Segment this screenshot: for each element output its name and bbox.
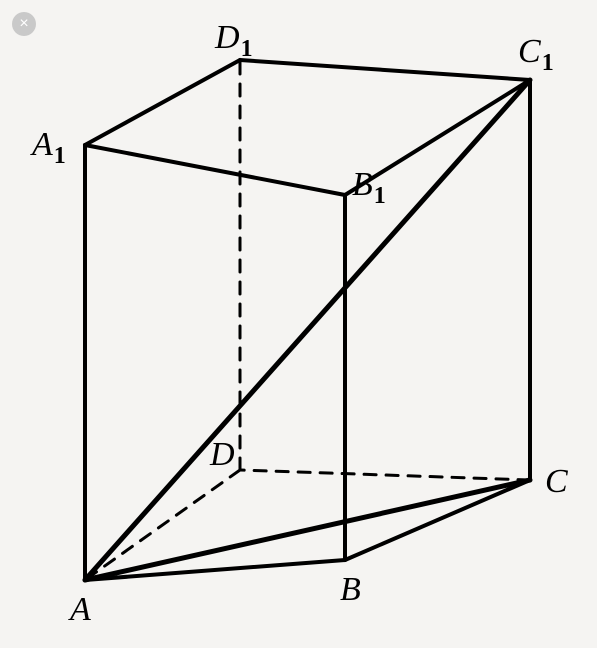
edge-B-C (345, 480, 530, 560)
label-D1: D1 (214, 19, 253, 62)
edge-A-C (85, 480, 530, 580)
edge-C1-D1 (240, 60, 530, 80)
label-C1: C1 (518, 33, 554, 76)
label-D: D (209, 436, 235, 473)
label-A: A (68, 591, 91, 628)
label-C: C (545, 463, 568, 500)
edge-C-D (240, 470, 530, 480)
prism-diagram: ABCDA1B1C1D1 (0, 0, 597, 648)
edge-A1-B1 (85, 145, 345, 195)
edge-A-C1 (85, 80, 530, 580)
edge-D1-A1 (85, 60, 240, 145)
label-A1: A1 (30, 126, 66, 169)
label-B: B (340, 571, 361, 608)
